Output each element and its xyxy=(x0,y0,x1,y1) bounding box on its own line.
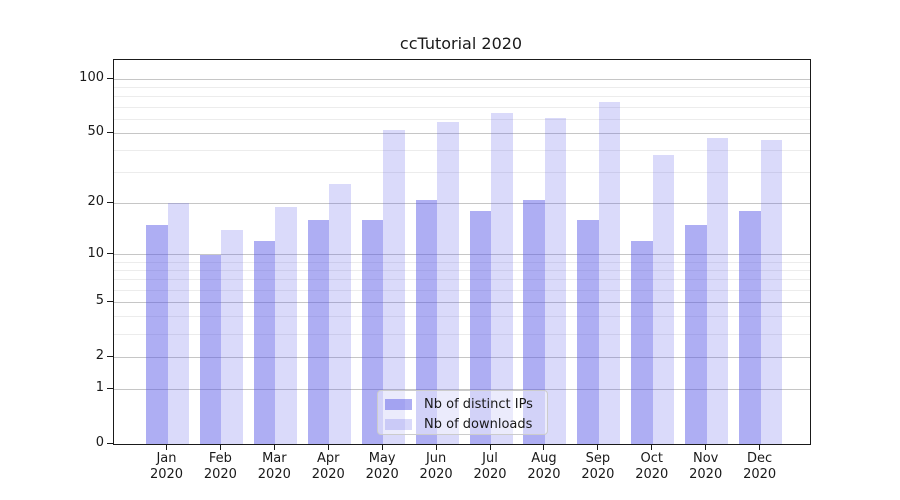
minor-gridline xyxy=(114,289,810,291)
x-tick-label-mar: Mar 2020 xyxy=(257,451,291,482)
bar-downloads-may xyxy=(383,130,405,444)
major-gridline xyxy=(114,202,810,204)
x-tick-label-jun: Jun 2020 xyxy=(419,451,453,482)
x-tick-mark xyxy=(327,444,329,450)
y-tick-label: 10 xyxy=(87,245,104,261)
bar-distinct-ips-dec xyxy=(739,211,761,444)
bar-distinct-ips-may xyxy=(361,220,384,444)
minor-gridline xyxy=(114,279,810,281)
y-tick-mark xyxy=(107,201,113,203)
x-tick-mark xyxy=(219,444,221,450)
bar-distinct-ips-jan xyxy=(146,224,168,444)
legend-swatch-downloads-icon xyxy=(385,419,412,430)
x-tick-mark xyxy=(705,444,707,450)
y-tick-mark xyxy=(107,355,113,357)
x-tick-mark xyxy=(381,444,383,450)
x-tick-label-jan: Jan 2020 xyxy=(149,451,184,482)
x-tick-label-oct: Oct 2020 xyxy=(635,451,669,482)
major-gridline xyxy=(114,132,810,134)
y-tick-label: 0 xyxy=(95,435,104,450)
bar-downloads-sep xyxy=(598,101,621,444)
legend-swatch-distinct-ips-icon xyxy=(385,399,412,410)
x-tick-mark xyxy=(273,444,275,450)
plot-area xyxy=(113,59,811,445)
bar-distinct-ips-oct xyxy=(631,241,653,444)
minor-gridline xyxy=(114,118,810,120)
minor-gridline xyxy=(114,106,810,108)
x-tick-label-aug: Aug 2020 xyxy=(527,451,561,482)
legend-label-downloads: Nb of downloads xyxy=(424,416,533,432)
y-tick-label: 100 xyxy=(79,70,104,86)
x-tick-mark xyxy=(489,444,491,450)
x-tick-mark xyxy=(651,444,653,450)
major-gridline xyxy=(114,254,810,256)
bar-downloads-jul xyxy=(491,112,513,444)
x-tick-label-dec: Dec 2020 xyxy=(743,451,777,482)
minor-gridline xyxy=(114,333,810,335)
legend: Nb of distinct IPs Nb of downloads xyxy=(377,390,548,435)
legend-label-distinct-ips: Nb of distinct IPs xyxy=(424,396,533,412)
x-tick-mark xyxy=(759,444,761,450)
bar-downloads-feb xyxy=(221,230,243,444)
x-tick-label-sep: Sep 2020 xyxy=(581,451,615,482)
y-tick-mark xyxy=(107,253,113,255)
major-gridline xyxy=(114,388,810,390)
x-tick-mark xyxy=(597,444,599,450)
x-tick-mark xyxy=(543,444,545,450)
x-tick-label-feb: Feb 2020 xyxy=(203,451,237,482)
y-tick-mark xyxy=(107,387,113,389)
legend-item-distinct-ips: Nb of distinct IPs xyxy=(385,396,547,413)
bar-distinct-ips-sep xyxy=(577,220,599,444)
y-tick-label: 1 xyxy=(95,380,104,396)
major-gridline xyxy=(114,356,810,358)
x-tick-label-jul: Jul 2020 xyxy=(473,451,507,482)
bar-downloads-aug xyxy=(544,117,567,444)
major-gridline xyxy=(114,301,810,303)
major-gridline xyxy=(114,78,810,80)
x-tick-mark xyxy=(166,444,167,450)
minor-gridline xyxy=(114,269,810,271)
legend-item-downloads: Nb of downloads xyxy=(385,416,547,433)
bar-distinct-ips-jul xyxy=(469,211,492,444)
y-tick-mark xyxy=(107,442,113,444)
y-tick-label: 50 xyxy=(87,124,104,140)
y-tick-mark xyxy=(107,300,113,302)
bar-distinct-ips-mar xyxy=(253,241,276,444)
bar-downloads-apr xyxy=(329,183,351,444)
bar-downloads-oct xyxy=(652,154,675,444)
x-tick-mark xyxy=(435,444,437,450)
bar-distinct-ips-apr xyxy=(307,220,330,444)
bar-distinct-ips-feb xyxy=(199,254,222,444)
bar-downloads-nov xyxy=(706,138,729,444)
bar-distinct-ips-aug xyxy=(523,199,545,444)
bar-distinct-ips-nov xyxy=(685,224,707,444)
bar-distinct-ips-jun xyxy=(415,199,438,444)
x-tick-label-may: May 2020 xyxy=(365,451,399,482)
bar-downloads-jan xyxy=(167,203,189,444)
bar-downloads-jun xyxy=(437,121,459,444)
y-tick-label: 5 xyxy=(95,293,104,309)
minor-gridline xyxy=(114,316,810,318)
bar-downloads-dec xyxy=(760,139,783,444)
minor-gridline xyxy=(114,150,810,152)
y-tick-label: 20 xyxy=(87,194,104,210)
x-tick-label-apr: Apr 2020 xyxy=(311,451,345,482)
minor-gridline xyxy=(114,96,810,98)
x-tick-label-nov: Nov 2020 xyxy=(689,451,723,482)
chart-title: ccTutorial 2020 xyxy=(399,34,523,53)
y-tick-mark xyxy=(107,77,113,79)
y-tick-mark xyxy=(107,131,113,133)
minor-gridline xyxy=(114,172,810,174)
bar-downloads-mar xyxy=(275,207,297,444)
minor-gridline xyxy=(114,261,810,263)
y-tick-label: 2 xyxy=(95,348,104,364)
minor-gridline xyxy=(114,87,810,89)
